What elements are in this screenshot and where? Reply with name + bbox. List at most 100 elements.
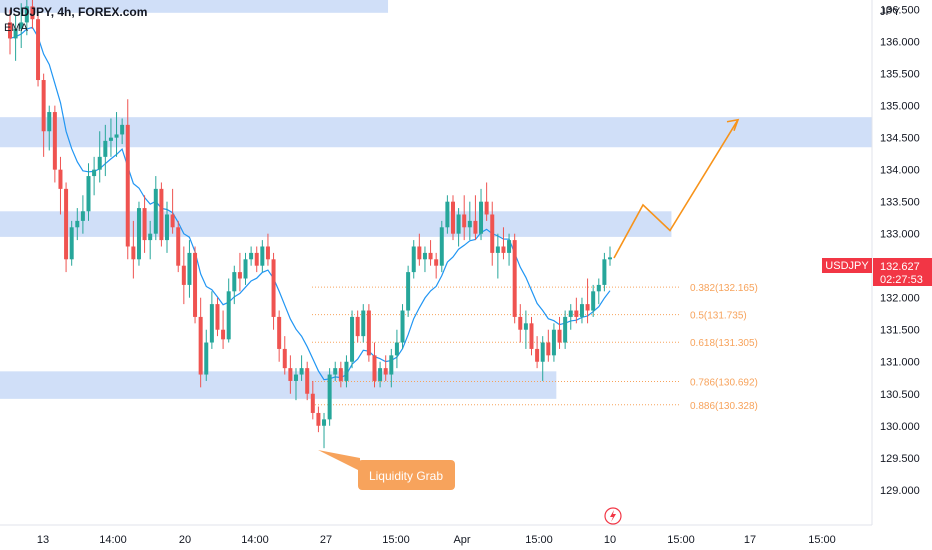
candle: [170, 188, 175, 234]
candle-body: [181, 265, 186, 285]
candle-body: [344, 361, 349, 381]
candle: [501, 227, 506, 260]
ema-legend-label: EMA: [4, 22, 28, 34]
chart-title: USDJPY, 4h, FOREX.com: [4, 5, 148, 19]
y-tick-label: 133.500: [880, 197, 920, 209]
candle: [86, 163, 91, 221]
candle-body: [574, 310, 579, 317]
candle: [265, 233, 270, 266]
candle: [165, 201, 170, 253]
candle-body: [462, 214, 467, 228]
candle-body: [198, 316, 203, 375]
candle: [462, 195, 467, 241]
candle: [310, 380, 315, 420]
candle: [529, 316, 534, 356]
candle: [13, 16, 18, 61]
candle-body: [378, 368, 383, 381]
y-tick-label: 135.000: [880, 101, 920, 113]
candle-body: [120, 124, 125, 135]
candle-body: [450, 201, 455, 234]
candle-body: [400, 310, 405, 343]
candle-body: [366, 310, 371, 356]
candle: [159, 182, 164, 247]
candle-body: [507, 240, 512, 253]
candle: [58, 156, 63, 215]
x-tick-label: 27: [320, 534, 332, 546]
candle-body: [596, 284, 601, 292]
candle: [551, 323, 556, 362]
candle: [204, 329, 209, 381]
candle-body: [232, 272, 237, 292]
candle: [120, 118, 125, 145]
callout-box: [358, 460, 455, 490]
candle-body: [187, 252, 192, 285]
candle: [439, 220, 444, 273]
x-tick-label: 15:00: [525, 534, 553, 546]
candle: [490, 201, 495, 266]
callout-text: Liquidity Grab: [369, 469, 443, 483]
x-tick-label: 20: [179, 534, 191, 546]
fibonacci-levels: 0.382(132.165) 0.5(131.735) 0.618(131.305)…: [312, 283, 758, 412]
candle-body: [389, 355, 394, 375]
candle-body: [204, 342, 209, 375]
candle: [215, 297, 220, 337]
candle: [445, 195, 450, 234]
candle-body: [30, 6, 35, 20]
candle: [512, 233, 517, 324]
last-price-tag: [873, 258, 932, 286]
candle: [8, 9, 12, 55]
candle: [434, 252, 439, 279]
x-tick-label: 15:00: [808, 534, 836, 546]
candle-body: [518, 316, 523, 330]
candle: [47, 105, 52, 151]
candle-body: [372, 355, 377, 381]
candle-body: [92, 169, 97, 177]
candle-body: [165, 214, 170, 241]
candle: [277, 310, 282, 362]
y-tick-label: 129.000: [880, 485, 920, 497]
candle: [41, 73, 46, 157]
candle: [153, 176, 158, 241]
candle-body: [361, 310, 366, 337]
candle-body: [568, 310, 573, 317]
candle: [176, 220, 181, 273]
candle: [108, 118, 113, 157]
candle: [507, 233, 512, 266]
candle-body: [445, 201, 450, 228]
candle: [467, 201, 472, 241]
candle: [30, 0, 35, 29]
zone-2: [0, 211, 672, 237]
candle: [131, 220, 136, 279]
candle: [322, 412, 327, 449]
candle: [456, 208, 461, 247]
candle-body: [350, 316, 355, 362]
candle: [366, 304, 371, 362]
x-tick-label: 10: [604, 534, 616, 546]
x-tick-label: 17: [744, 534, 756, 546]
candle: [417, 233, 422, 266]
lightning-icon[interactable]: [604, 507, 622, 525]
candle-body: [551, 329, 556, 356]
candle-body: [176, 227, 181, 266]
candle-body: [411, 246, 416, 273]
candle: [484, 182, 489, 221]
fib-label-1: 0.5(131.735): [690, 311, 747, 322]
candle: [209, 291, 214, 349]
price-tag: USDJPY 132.627 02:27:53: [822, 258, 932, 286]
candle: [535, 336, 540, 369]
candle-body: [422, 252, 427, 260]
zone-1: [0, 117, 872, 148]
candle-body: [69, 227, 74, 260]
candle-body: [170, 214, 175, 228]
candle-body: [467, 220, 472, 228]
candle: [428, 240, 433, 266]
candle-body: [64, 188, 69, 260]
candle-body: [579, 304, 584, 317]
candle-body: [479, 201, 484, 234]
candle: [394, 329, 399, 369]
y-axis-unit-label: JPY: [880, 6, 901, 18]
candle-body: [271, 259, 276, 317]
candle-body: [125, 124, 130, 247]
candle: [187, 240, 192, 298]
